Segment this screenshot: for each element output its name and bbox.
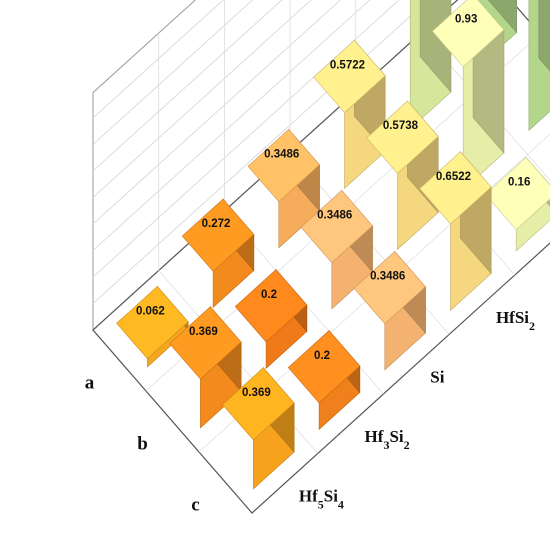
data-label: 0.369 — [189, 326, 218, 338]
bar-a-hfsi2 — [313, 39, 386, 190]
bar-top-face — [353, 250, 426, 325]
bar-top-face — [116, 285, 189, 360]
data-label: 0.5722 — [330, 59, 365, 71]
row-label-a: a — [85, 373, 95, 394]
bar-top-face — [366, 100, 439, 174]
axis-labels: 0.00.20.40.60.81.01.21.41.6Relative erro… — [85, 14, 535, 516]
data-label: 0.062 — [136, 306, 165, 318]
bar-c-si — [353, 250, 426, 371]
bar-a-hf5si4 — [116, 285, 189, 368]
bar-b-hfsi — [431, 0, 505, 191]
data-label: 0.3486 — [264, 149, 299, 161]
bar-a-hf3si2 — [181, 198, 255, 309]
row-label-b: b — [137, 434, 148, 455]
bar-top-face — [431, 0, 505, 68]
data-label: 0.369 — [242, 387, 271, 399]
bar-front-face — [515, 198, 550, 252]
row-label-c: c — [191, 495, 199, 516]
bar-side-face — [487, 0, 517, 34]
bar-top-face — [484, 156, 550, 231]
bar-b-hf3si2 — [234, 268, 308, 370]
bar-c-hfsi2 — [419, 150, 492, 312]
bar-top-face — [313, 39, 386, 114]
bar-top-face — [234, 269, 308, 343]
bar-top-face — [300, 189, 373, 264]
category-label-si: Si — [430, 367, 444, 386]
data-label: 0.93 — [455, 14, 477, 26]
bar-top-face — [247, 128, 320, 203]
bar-top-face — [169, 306, 242, 380]
category-label-hf3si2: Hf3Si2 — [365, 427, 410, 452]
bars — [116, 0, 550, 490]
bar-b-si — [300, 189, 373, 310]
bar-top-face — [419, 151, 492, 225]
bar-b-hf2si — [528, 0, 550, 132]
bar-top-face — [222, 367, 295, 441]
bar-a-si — [247, 128, 320, 249]
data-label: 0.3486 — [370, 271, 405, 283]
data-label: 0.3486 — [317, 210, 352, 222]
bar-c-hfsi — [484, 156, 550, 252]
category-label-hf5si4: Hf5Si4 — [299, 486, 344, 511]
category-label-hfsi2: HfSi2 — [496, 308, 535, 333]
bar-top-face — [287, 330, 361, 404]
bar-b-hf5si4 — [169, 305, 242, 429]
bar-side-face — [538, 0, 550, 72]
data-label: 0.272 — [202, 218, 231, 230]
data-label: 0.5738 — [383, 120, 419, 132]
data-label: 0.2 — [261, 289, 277, 301]
bar-c-hf5si4 — [222, 366, 295, 490]
bar-top-face — [181, 198, 255, 272]
data-label: 0.6522 — [436, 171, 471, 183]
data-label: 0.2 — [314, 350, 330, 362]
data-label: 0.16 — [508, 177, 530, 189]
bar-c-hf3si2 — [287, 329, 361, 431]
